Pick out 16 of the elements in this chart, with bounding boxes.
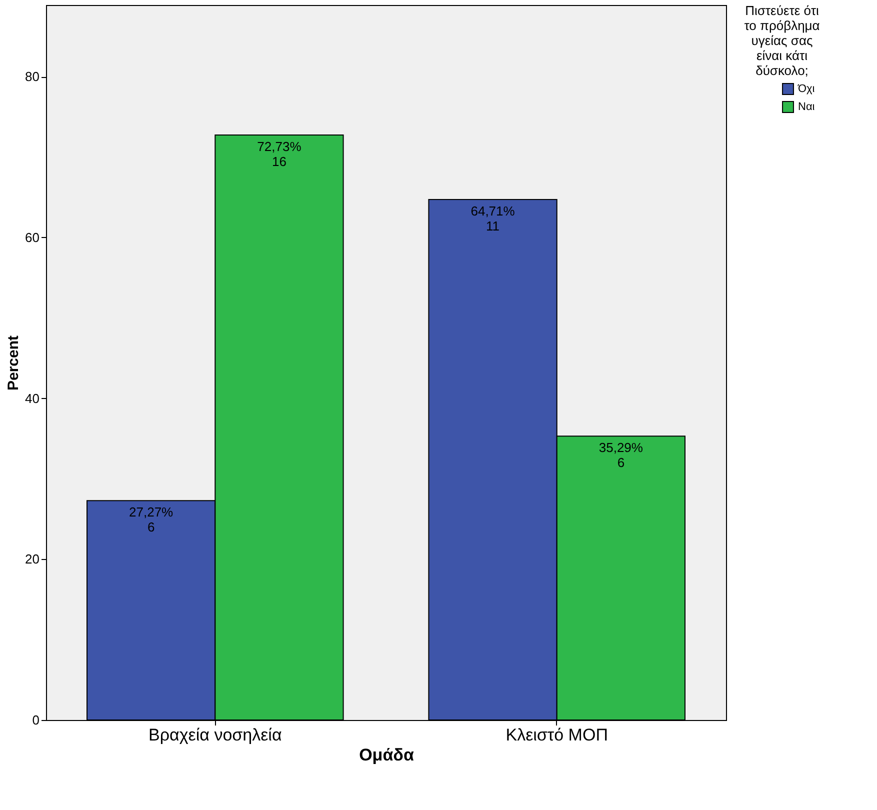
y-axis-title: Percent <box>5 335 22 391</box>
x-axis-title: Ομάδα <box>359 746 414 764</box>
data-label: 64,71% 11 <box>470 204 516 234</box>
data-label: 72,73% 16 <box>257 139 302 170</box>
y-tick-label: 80 <box>25 69 40 84</box>
x-tick-label: Βραχεία νοσηλεία <box>148 726 282 744</box>
data-label: 27,27% 6 <box>129 504 174 535</box>
y-tick-label: 0 <box>32 712 40 728</box>
legend-label: Όχι <box>797 83 816 95</box>
y-tick-label: 40 <box>25 390 40 406</box>
data-label: 35,29% 6 <box>598 440 644 470</box>
y-tick-label: 20 <box>25 552 40 567</box>
x-tick-label: Κλειστό ΜΟΠ <box>506 726 608 744</box>
legend-label: Ναι <box>798 101 816 113</box>
y-tick-label: 60 <box>25 230 40 245</box>
legend-title: Πιστεύετε ότι το πρόβλημα υγείας σας είναι κάτι δύσκολο; <box>744 3 820 78</box>
